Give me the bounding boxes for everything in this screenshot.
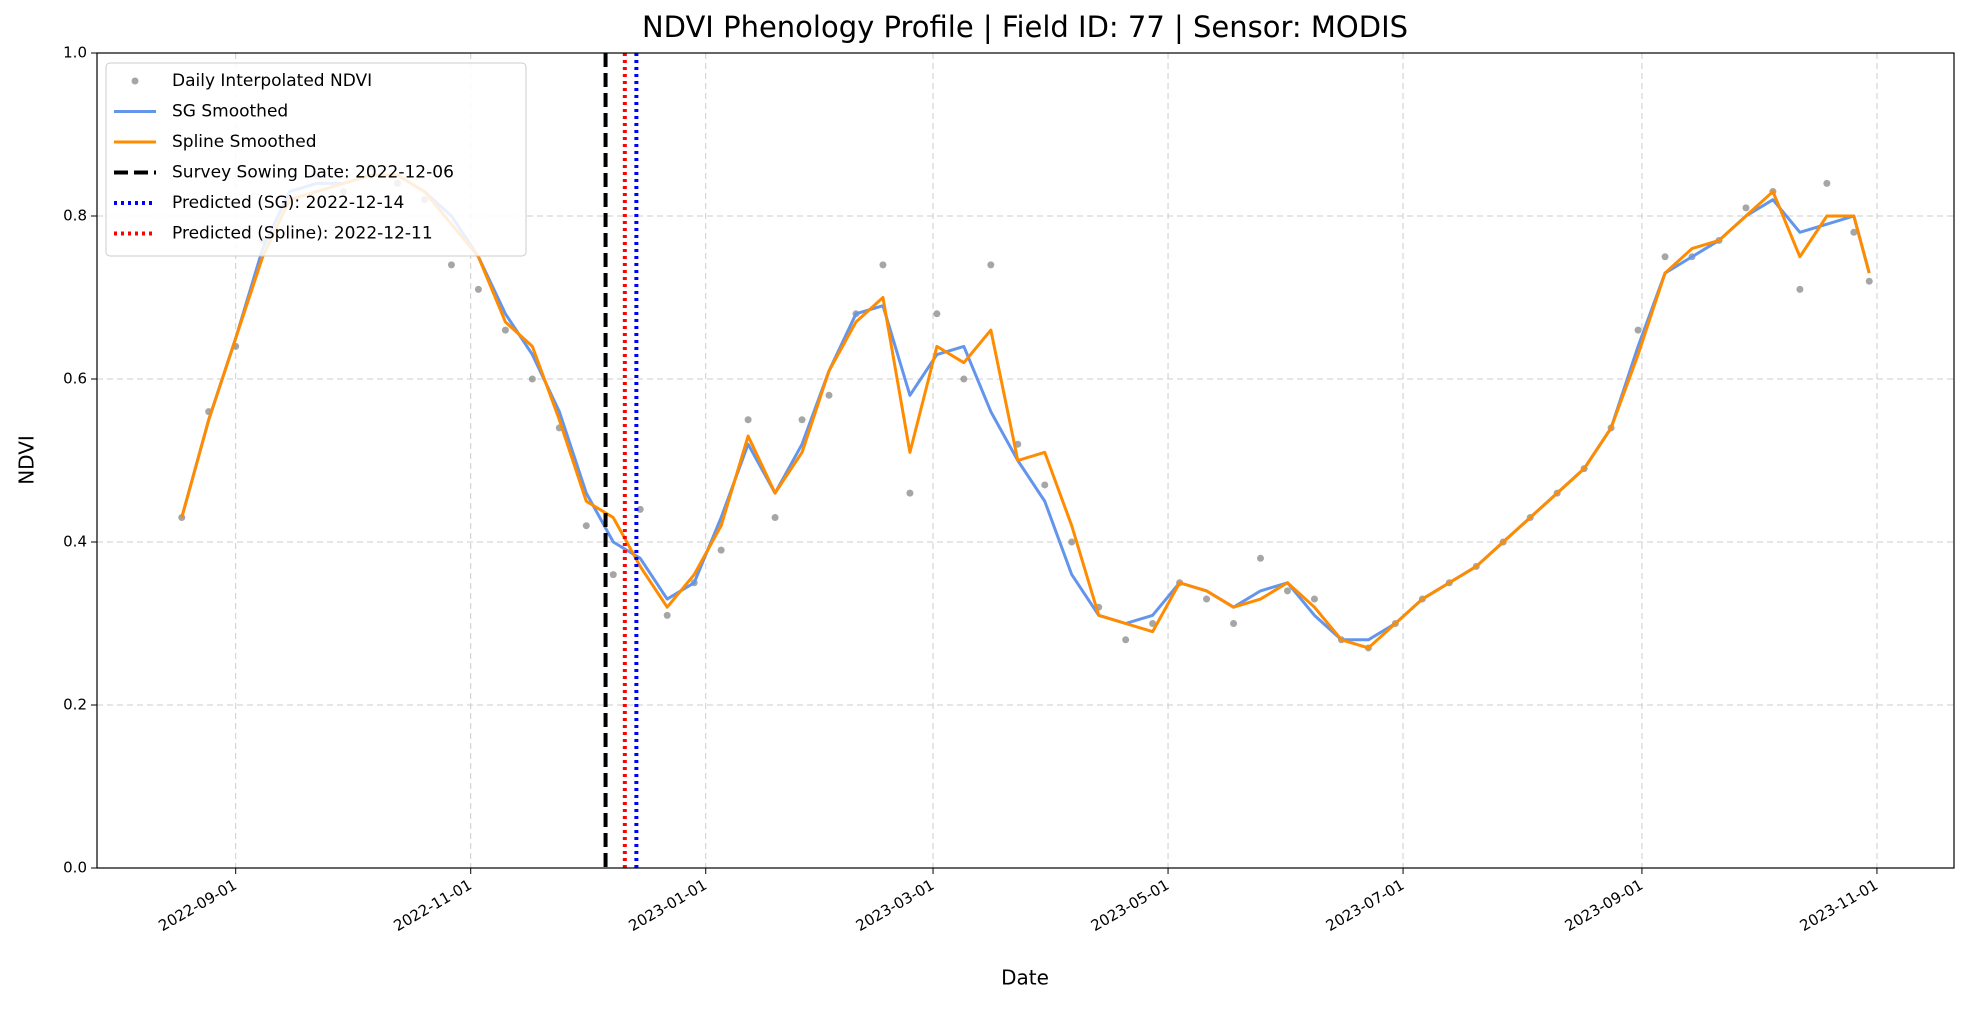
- y-tick-label: 0.8: [63, 207, 87, 225]
- data-point: [1203, 595, 1211, 603]
- data-point: [1257, 554, 1265, 562]
- data-point: [771, 514, 779, 522]
- data-point: [1068, 538, 1076, 546]
- x-tick-label: 2023-09-01: [1562, 876, 1647, 935]
- data-point: [447, 261, 455, 269]
- y-tick-label: 1.0: [63, 44, 87, 62]
- data-point: [798, 416, 806, 424]
- data-point: [1865, 277, 1873, 285]
- legend-label: Spline Smoothed: [172, 132, 317, 152]
- data-point: [879, 261, 887, 269]
- legend-box: [105, 62, 527, 257]
- legend-label: Daily Interpolated NDVI: [172, 71, 372, 91]
- y-tick-label: 0.4: [63, 533, 87, 551]
- y-tick-label: 0.2: [63, 696, 87, 714]
- legend-marker: [131, 77, 139, 85]
- x-tick-label: 2023-01-01: [625, 876, 710, 935]
- legend: Daily Interpolated NDVI SG Smoothed Spline…: [105, 62, 527, 257]
- chart-title: NDVI Phenology Profile | Field ID: 77 | …: [642, 10, 1408, 44]
- x-tick-label: 2023-11-01: [1797, 876, 1882, 935]
- y-tick-label: 0.0: [63, 859, 87, 877]
- data-point: [717, 546, 725, 554]
- plot-frame: [96, 52, 1955, 869]
- data-point: [825, 391, 833, 399]
- data-point: [1310, 595, 1318, 603]
- data-point: [1149, 620, 1157, 627]
- data-point: [636, 505, 644, 513]
- data-point: [987, 261, 995, 269]
- legend-label: Survey Sowing Date: 2022-12-06: [172, 163, 454, 183]
- data-point: [1041, 481, 1049, 489]
- data-point: [609, 571, 617, 579]
- data-point: [474, 285, 482, 293]
- data-point: [960, 375, 968, 383]
- data-point: [528, 375, 536, 383]
- data-point: [1230, 620, 1238, 627]
- legend-label: Predicted (SG): 2022-12-14: [172, 193, 404, 213]
- x-tick-label: 2022-09-01: [155, 876, 240, 935]
- data-point: [1122, 636, 1130, 644]
- data-point: [1742, 204, 1750, 212]
- x-tick-label: 2022-11-01: [390, 876, 475, 935]
- data-point: [1661, 253, 1669, 261]
- data-point: [933, 310, 941, 318]
- data-point: [1634, 326, 1642, 334]
- x-tick-label: 2023-05-01: [1088, 876, 1173, 935]
- data-point: [1850, 228, 1858, 236]
- x-axis-label: Date: [1001, 966, 1049, 990]
- data-point: [663, 611, 671, 619]
- data-point: [501, 326, 509, 334]
- x-tick-label: 2023-03-01: [853, 876, 938, 935]
- y-axis-label: NDVI: [15, 435, 39, 485]
- y-tick-label: 0.6: [63, 370, 87, 388]
- data-point: [1283, 587, 1291, 595]
- x-tick-label: 2023-07-01: [1323, 876, 1408, 935]
- data-point: [906, 489, 914, 497]
- legend-label: SG Smoothed: [172, 102, 288, 122]
- data-point: [1796, 285, 1804, 293]
- data-point: [582, 522, 590, 530]
- data-point: [1823, 179, 1831, 187]
- legend-label: Predicted (Spline): 2022-12-11: [172, 224, 433, 244]
- data-point: [744, 416, 752, 424]
